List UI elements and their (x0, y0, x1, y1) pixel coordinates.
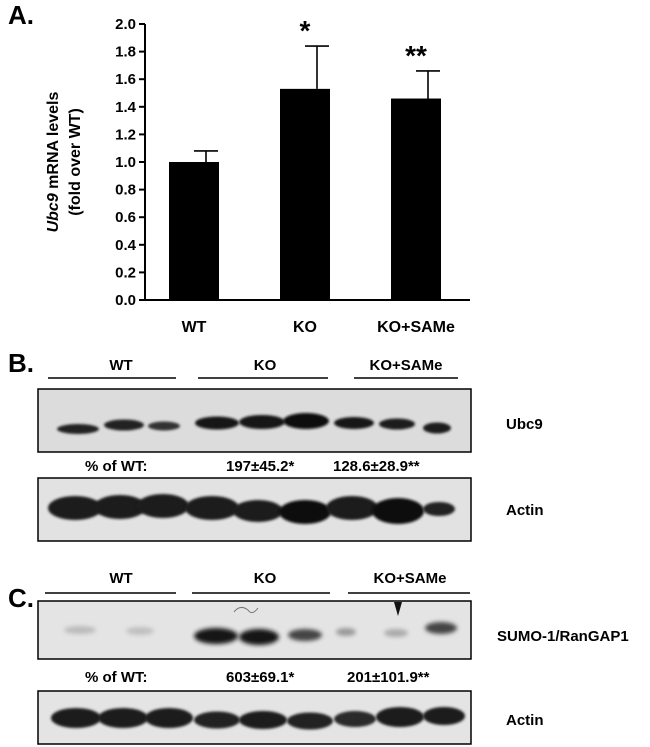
y-tick-label: 1.4 (115, 99, 137, 116)
blot-c-pct-label: % of WT: (85, 669, 147, 686)
blot-c-sumo-membrane (37, 600, 472, 660)
significance-marker: * (300, 15, 311, 46)
y-tick-label: 0.0 (115, 292, 136, 309)
panel-label-b: B. (8, 348, 34, 378)
blot-c-group-ko-same: KO+SAMe (374, 570, 447, 587)
blot-b-ubc9-label: Ubc9 (506, 416, 543, 433)
significance-marker: ** (405, 40, 427, 71)
x-category-label: WT (182, 319, 207, 336)
y-tick-label: 0.2 (115, 264, 136, 281)
y-ticks: 0.0 0.2 0.4 0.6 0.8 1.0 1.2 1.4 1.6 1.8 2.0 (115, 16, 145, 309)
blot-b-pct-ko: 197±45.2* (226, 458, 294, 475)
bar-chart: 0.00.20.40.60.81.01.21.41.61.82.0 *** WT… (45, 15, 470, 336)
blot-c-actin-membrane (37, 690, 472, 745)
bars: *** (169, 15, 441, 301)
y-axis-label-line2: (fold over WT) (67, 108, 84, 216)
bar-wt (169, 162, 219, 300)
x-category-label: KO+SAMe (377, 319, 455, 336)
category-labels: WT KO KO+SAMe (182, 319, 455, 336)
blot-b-pct-ko-same: 128.6±28.9** (333, 458, 420, 475)
x-category-label: KO (293, 319, 317, 336)
blot-b-group-wt: WT (109, 357, 132, 374)
y-tick-label: 2.0 (115, 16, 136, 33)
bar-ko (280, 88, 330, 300)
blot-b-pct-label: % of WT: (85, 458, 147, 475)
y-axis-label-line1: Ubc9 mRNA levels (45, 92, 62, 233)
blot-c-group-wt: WT (109, 570, 132, 587)
blot-c-pct-ko-same: 201±101.9** (347, 669, 430, 686)
y-tick-label: 1.8 (115, 44, 136, 61)
blot-b-group-ko: KO (254, 357, 277, 374)
blot-b-actin-membrane (37, 477, 472, 542)
blot-c-actin-label: Actin (506, 712, 544, 729)
blot-b-actin-label: Actin (506, 502, 544, 519)
y-tick-label: 1.0 (115, 154, 136, 171)
blot-b-ubc9-membrane (37, 388, 472, 453)
y-tick-label: 1.6 (115, 71, 136, 88)
y-tick-label: 0.4 (115, 237, 137, 254)
y-tick-label: 0.8 (115, 182, 136, 199)
bar-ko-same (391, 98, 441, 301)
blot-c-sumo-label: SUMO-1/RanGAP1 (497, 628, 629, 645)
panel-label-c: C. (8, 583, 34, 613)
panel-label-a: A. (8, 0, 34, 30)
blot-b-group-ko-same: KO+SAMe (370, 357, 443, 374)
y-tick-label: 0.6 (115, 209, 136, 226)
blot-c-pct-ko: 603±69.1* (226, 669, 294, 686)
blot-c-group-ko: KO (254, 570, 277, 587)
y-tick-label: 1.2 (115, 126, 136, 143)
